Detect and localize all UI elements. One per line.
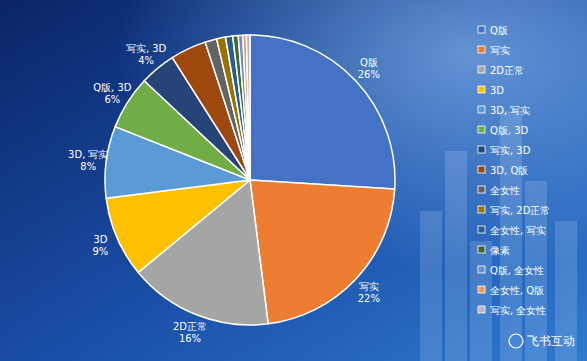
legend-label: Q版 (490, 25, 508, 36)
data-label: 3D, 写实8% (68, 149, 108, 172)
legend-label: 写实, 3D (490, 145, 531, 156)
legend-swatch (478, 186, 485, 193)
data-label: Q版, 3D6% (93, 82, 132, 105)
legend-item: 写实, 2D正常 (478, 205, 550, 216)
legend-label: 像素 (490, 245, 510, 256)
legend-label: 全女性 (490, 185, 520, 196)
legend-swatch (478, 206, 485, 213)
legend-label: 3D (490, 85, 504, 96)
legend-swatch (478, 66, 485, 73)
data-label: 3D9% (92, 234, 108, 257)
data-labels: Q版26% 写实22% 2D正常16% 3D9% 3D, 写实8% Q版, 3D6% 写实,… (68, 43, 380, 343)
pie-slice (250, 35, 395, 189)
legend: Q版写实 2D正常 3D 3D, 写实 Q版, 3D 写实, 3D 3D, Q版全女性写实,… (478, 25, 550, 316)
data-label-value: 4% (138, 55, 154, 66)
legend-item: 3D (478, 85, 504, 96)
legend-item: 写实, 3D (478, 145, 531, 156)
building (470, 241, 492, 361)
pie-slice (233, 35, 250, 180)
watermark-text: 飞书互动 (527, 334, 575, 348)
building (445, 151, 467, 361)
legend-item: 3D, Q版 (478, 165, 528, 176)
data-label-category: 3D (93, 234, 107, 245)
data-label: 2D正常16% (173, 321, 207, 344)
data-label-value: 6% (104, 94, 120, 105)
legend-label: Q版, 3D (490, 125, 529, 136)
pie-slice (250, 180, 395, 324)
data-label-category: 写实, 3D (126, 43, 167, 54)
data-label-category: 3D, 写实 (68, 149, 108, 160)
data-label: 写实, 3D4% (126, 43, 167, 66)
data-label-category: Q版 (360, 57, 378, 68)
background (0, 0, 587, 361)
legend-label: 3D, 写实 (490, 105, 530, 116)
legend-item: 全女性, Q版 (478, 285, 544, 296)
legend-item: 写实, 全女性 (478, 305, 546, 316)
legend-swatch (478, 226, 485, 233)
background-buildings (420, 111, 577, 361)
data-label-value: 22% (358, 293, 380, 304)
legend-item: 像素 (478, 245, 510, 256)
legend-swatch (478, 146, 485, 153)
data-label: Q版26% (358, 57, 380, 80)
legend-label: 3D, Q版 (490, 165, 528, 176)
legend-swatch (478, 286, 485, 293)
pie-slice (243, 35, 250, 180)
data-label-category: Q版, 3D (93, 82, 132, 93)
data-label-value: 9% (92, 246, 108, 257)
data-label-category: 2D正常 (173, 321, 207, 332)
legend-swatch (478, 26, 485, 33)
legend-item: 全女性, 写实 (478, 225, 546, 236)
data-label-value: 16% (179, 333, 201, 344)
legend-item: 3D, 写实 (478, 105, 530, 116)
legend-item: 全女性 (478, 185, 520, 196)
watermark-icon (509, 334, 523, 348)
legend-label: 写实, 2D正常 (490, 205, 550, 216)
legend-swatch (478, 266, 485, 273)
legend-swatch (478, 46, 485, 53)
building (420, 211, 442, 361)
legend-swatch (478, 246, 485, 253)
watermark: 飞书互动 (509, 334, 575, 348)
legend-swatch (478, 166, 485, 173)
legend-label: 全女性, 写实 (490, 225, 546, 236)
legend-label: Q版, 全女性 (490, 265, 544, 276)
legend-label: 2D正常 (490, 65, 524, 76)
legend-swatch (478, 86, 485, 93)
pie (105, 35, 395, 325)
data-label: 写实22% (358, 281, 380, 304)
legend-swatch (478, 106, 485, 113)
data-label-value: 8% (80, 161, 96, 172)
pie-slice (238, 35, 250, 180)
data-label-value: 26% (358, 69, 380, 80)
pie-slice (246, 35, 250, 180)
legend-item: Q版, 全女性 (478, 265, 544, 276)
legend-label: 写实, 全女性 (490, 305, 546, 316)
legend-swatch (478, 126, 485, 133)
legend-swatch (478, 306, 485, 313)
legend-label: 写实 (490, 45, 510, 56)
data-label-category: 写实 (359, 281, 379, 292)
chart: Q版26%写实22%2D正常16%3D9%3D, 写实8%Q版, 3D6%写实,… (0, 0, 587, 361)
legend-label: 全女性, Q版 (490, 285, 544, 296)
legend-item: 写实 (478, 45, 510, 56)
background-glow (0, 0, 587, 361)
legend-item: 2D正常 (478, 65, 524, 76)
legend-item: Q版 (478, 25, 508, 36)
legend-item: Q版, 3D (478, 125, 529, 136)
